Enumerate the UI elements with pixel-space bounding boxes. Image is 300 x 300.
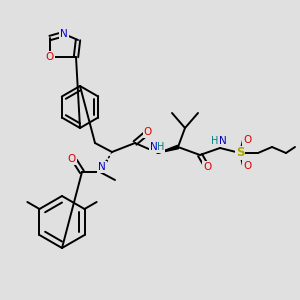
Text: O: O [243, 161, 251, 171]
Text: N: N [98, 162, 106, 172]
Polygon shape [158, 145, 178, 153]
Text: N: N [150, 142, 158, 152]
Text: H: H [157, 142, 165, 152]
Text: S: S [236, 146, 244, 160]
Text: N: N [219, 136, 227, 146]
Text: O: O [68, 154, 76, 164]
Text: H: H [211, 136, 219, 146]
Text: O: O [46, 52, 54, 62]
Text: O: O [243, 135, 251, 145]
Text: O: O [144, 127, 152, 137]
Text: N: N [60, 29, 68, 39]
Text: O: O [203, 162, 211, 172]
